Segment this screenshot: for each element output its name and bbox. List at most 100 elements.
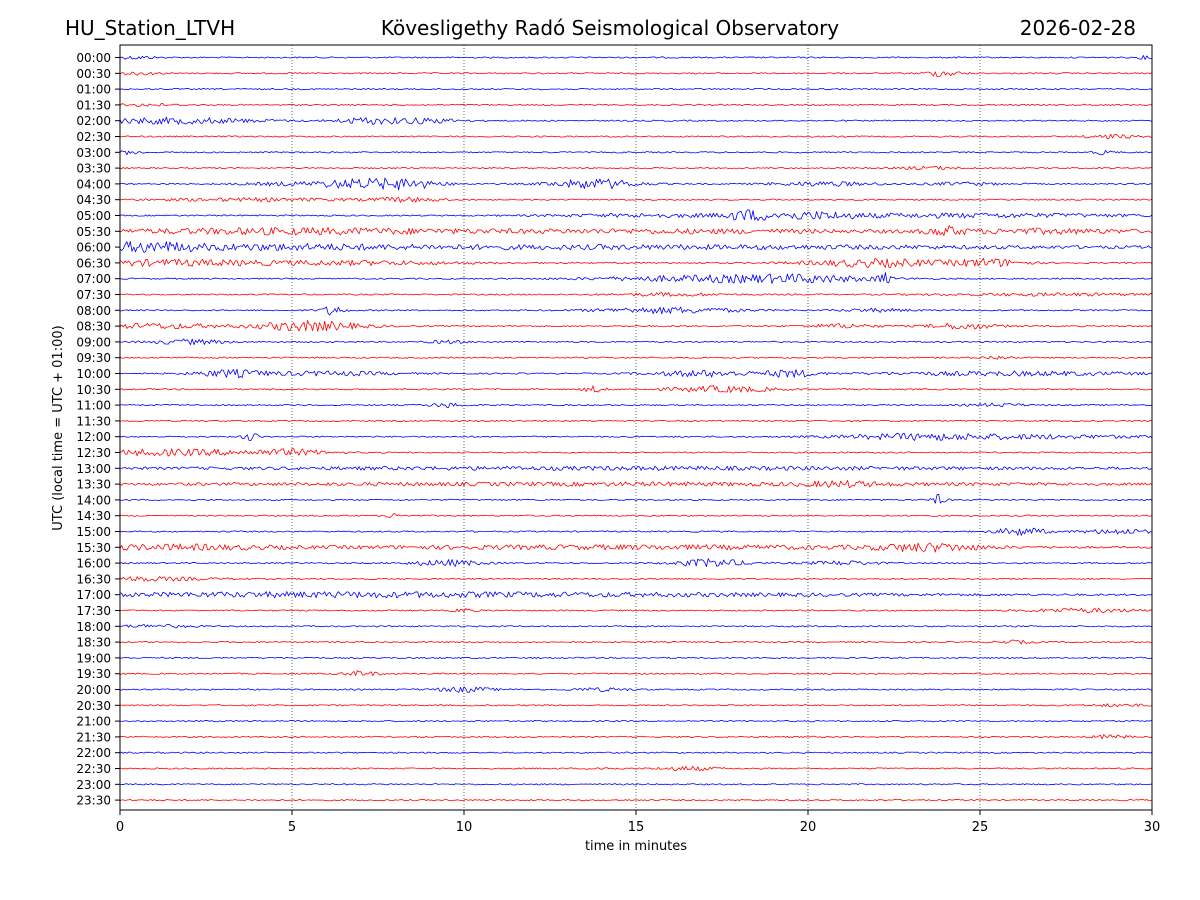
trace-0700 — [119, 272, 1153, 284]
y-tick-label: 06:30 — [76, 256, 111, 270]
trace-1030 — [119, 385, 1153, 393]
trace-1400 — [119, 494, 1153, 504]
trace-0630 — [119, 257, 1153, 268]
trace-0100 — [119, 88, 1153, 91]
y-tick-label: 17:00 — [76, 588, 111, 602]
chart-title: Kövesligethy Radó Seismological Observat… — [380, 16, 840, 40]
trace-2330 — [119, 799, 1153, 802]
y-tick-label: 20:30 — [76, 699, 111, 713]
y-tick-label: 11:00 — [76, 399, 111, 413]
y-tick-label: 18:30 — [76, 636, 111, 650]
y-tick-label: 22:00 — [76, 746, 111, 760]
trace-0200 — [119, 116, 1153, 125]
y-tick-label: 22:30 — [76, 762, 111, 776]
trace-2100 — [119, 720, 1153, 723]
trace-0900 — [119, 338, 1153, 346]
y-tick-label: 19:00 — [76, 651, 111, 665]
x-tick-label: 15 — [628, 820, 645, 835]
y-tick-label: 21:00 — [76, 715, 111, 729]
y-tick-label: 20:00 — [76, 683, 111, 697]
y-tick-label: 03:30 — [76, 162, 111, 176]
y-tick-label: 05:00 — [76, 209, 111, 223]
y-tick-label: 21:30 — [76, 730, 111, 744]
trace-0130 — [119, 103, 1153, 107]
plot-frame — [119, 44, 1153, 811]
trace-1230 — [119, 448, 1153, 457]
trace-0730 — [119, 292, 1153, 297]
x-ticks: 0 5 10 15 20 25 30 — [116, 810, 1160, 835]
trace-0530 — [119, 225, 1153, 237]
y-tick-label: 12:00 — [76, 430, 111, 444]
x-tick-label: 10 — [456, 820, 473, 835]
y-tick-label: 23:00 — [76, 778, 111, 792]
trace-1700 — [119, 591, 1153, 599]
y-tick-label: 09:00 — [76, 335, 111, 349]
trace-1330 — [119, 480, 1153, 489]
y-tick-label: 08:00 — [76, 304, 111, 318]
trace-1500 — [119, 527, 1153, 536]
trace-0000 — [119, 55, 1153, 60]
y-tick-label: 02:30 — [76, 130, 111, 144]
y-tick-label: 04:00 — [76, 177, 111, 191]
y-tick-label: 10:00 — [76, 367, 111, 381]
trace-0030 — [119, 71, 1153, 77]
trace-0400 — [119, 177, 1153, 191]
traces — [119, 55, 1153, 802]
y-tick-label: 11:30 — [76, 414, 111, 428]
trace-2300 — [119, 783, 1153, 786]
y-tick-label: 13:00 — [76, 462, 111, 476]
y-tick-label: 14:00 — [76, 493, 111, 507]
trace-1300 — [119, 465, 1153, 471]
trace-0930 — [119, 355, 1153, 360]
y-tick-label: 04:30 — [76, 193, 111, 207]
y-tick-label: 02:00 — [76, 114, 111, 128]
y-tick-label: 05:30 — [76, 225, 111, 239]
grid-lines — [291, 45, 981, 810]
trace-0330 — [119, 165, 1153, 171]
x-tick-label: 5 — [288, 820, 296, 835]
trace-2000 — [119, 686, 1153, 693]
trace-0300 — [119, 150, 1153, 156]
y-tick-label: 06:00 — [76, 241, 111, 255]
y-tick-label: 07:30 — [76, 288, 111, 302]
y-tick-label: 12:30 — [76, 446, 111, 460]
y-axis-label: UTC (local time = UTC + 01:00) — [51, 325, 66, 530]
trace-1200 — [119, 432, 1153, 442]
trace-1530 — [119, 542, 1153, 553]
y-tick-label: 23:30 — [76, 794, 111, 808]
x-axis-label: time in minutes — [585, 839, 687, 854]
trace-0430 — [119, 196, 1153, 203]
trace-1930 — [119, 670, 1153, 677]
trace-0500 — [119, 209, 1153, 221]
y-tick-label: 00:30 — [76, 67, 111, 81]
trace-0230 — [119, 133, 1153, 140]
y-tick-label: 15:00 — [76, 525, 111, 539]
trace-2030 — [119, 703, 1153, 708]
y-tick-label: 18:00 — [76, 620, 111, 634]
trace-1000 — [119, 368, 1153, 379]
y-tick-label: 03:00 — [76, 146, 111, 160]
x-tick-label: 30 — [1144, 820, 1161, 835]
y-tick-label: 16:30 — [76, 572, 111, 586]
y-tick-label: 14:30 — [76, 509, 111, 523]
trace-0600 — [119, 241, 1153, 254]
y-tick-label: 16:00 — [76, 557, 111, 571]
trace-0830 — [119, 320, 1153, 332]
y-tick-label: 01:00 — [76, 83, 111, 97]
trace-1730 — [119, 607, 1153, 614]
trace-1100 — [119, 402, 1153, 408]
y-tick-label: 01:30 — [76, 98, 111, 112]
y-tick-label: 00:00 — [76, 51, 111, 65]
trace-1800 — [120, 623, 1153, 629]
trace-1600 — [119, 558, 1153, 567]
y-tick-label: 15:30 — [76, 541, 111, 555]
y-tick-label: 09:30 — [76, 351, 111, 365]
x-tick-label: 0 — [116, 820, 124, 835]
station-name: HU_Station_LTVH — [65, 16, 236, 40]
trace-0800 — [119, 306, 1153, 316]
y-tick-label: 13:30 — [76, 478, 111, 492]
trace-1630 — [119, 576, 1153, 582]
trace-1130 — [119, 419, 1153, 422]
plot-date: 2026-02-28 — [1019, 16, 1136, 40]
